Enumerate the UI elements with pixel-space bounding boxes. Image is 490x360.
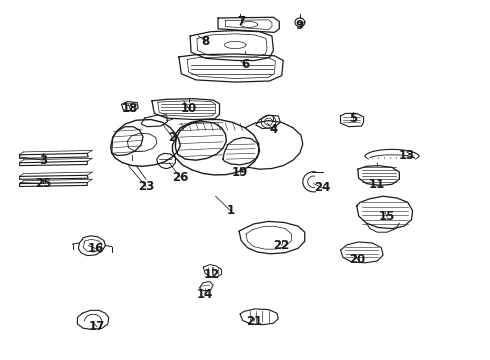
Text: 5: 5 xyxy=(349,112,357,125)
Text: 4: 4 xyxy=(270,123,277,136)
Text: 14: 14 xyxy=(196,288,213,301)
Text: 9: 9 xyxy=(296,19,304,32)
Text: 10: 10 xyxy=(180,102,197,115)
Text: 24: 24 xyxy=(314,181,331,194)
Text: 8: 8 xyxy=(202,35,210,48)
Text: 19: 19 xyxy=(232,166,248,179)
Text: 23: 23 xyxy=(138,180,154,193)
Text: 17: 17 xyxy=(89,320,105,333)
Text: 1: 1 xyxy=(226,204,234,217)
Text: 11: 11 xyxy=(369,178,386,191)
Text: 7: 7 xyxy=(237,15,245,28)
Text: 20: 20 xyxy=(349,253,366,266)
Text: 3: 3 xyxy=(39,154,47,167)
Text: 22: 22 xyxy=(273,239,290,252)
Text: 12: 12 xyxy=(203,268,220,281)
Text: 2: 2 xyxy=(169,131,176,144)
Text: 26: 26 xyxy=(172,171,189,184)
Text: 21: 21 xyxy=(245,315,262,328)
Text: 6: 6 xyxy=(241,58,249,71)
Text: 18: 18 xyxy=(122,102,138,115)
Text: 16: 16 xyxy=(87,242,104,255)
Text: 13: 13 xyxy=(398,149,415,162)
Text: 25: 25 xyxy=(35,177,51,190)
Text: 15: 15 xyxy=(379,210,395,223)
